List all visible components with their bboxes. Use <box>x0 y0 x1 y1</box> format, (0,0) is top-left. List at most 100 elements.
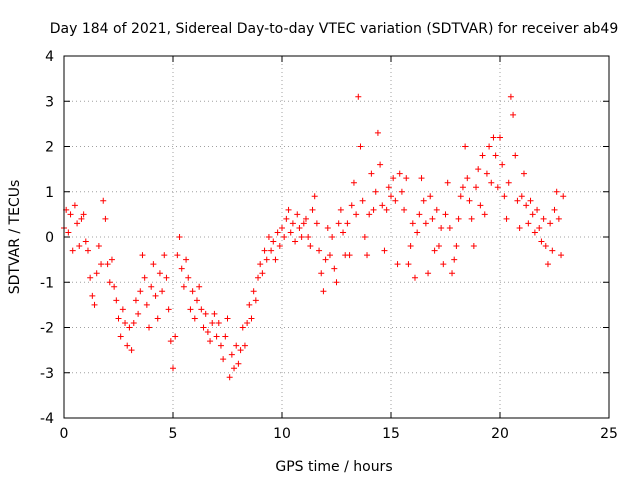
data-point <box>178 265 185 272</box>
data-point <box>453 243 460 250</box>
data-point <box>132 297 139 304</box>
data-point <box>252 297 259 304</box>
data-point <box>248 315 255 322</box>
data-point <box>551 206 558 213</box>
data-point <box>501 193 508 200</box>
data-point <box>102 215 109 222</box>
data-point <box>187 306 194 313</box>
data-point <box>126 324 133 331</box>
data-point <box>473 184 480 191</box>
data-point <box>442 211 449 218</box>
data-point <box>82 238 89 245</box>
data-point <box>279 224 285 231</box>
data-point <box>185 274 192 281</box>
data-point <box>135 310 142 317</box>
data-point <box>366 211 373 218</box>
data-point <box>538 238 545 245</box>
data-point <box>492 152 499 159</box>
data-point <box>381 247 388 254</box>
data-point <box>128 347 135 354</box>
data-point <box>401 206 408 213</box>
data-point <box>115 315 122 322</box>
data-point <box>355 93 362 100</box>
y-axis-label: SDTVAR / TECUs <box>7 180 23 295</box>
data-point <box>333 279 340 286</box>
data-point <box>78 215 85 222</box>
data-point <box>255 274 262 281</box>
data-point <box>163 274 170 281</box>
data-point <box>499 161 506 168</box>
y-tick-label: 1 <box>45 185 54 201</box>
data-point <box>281 234 288 240</box>
data-point <box>84 247 91 254</box>
data-point <box>523 202 530 209</box>
data-point <box>320 288 327 295</box>
data-point <box>414 229 421 236</box>
data-point <box>265 234 272 240</box>
data-point <box>198 306 205 313</box>
data-point <box>379 202 386 209</box>
data-point <box>507 93 514 100</box>
data-point <box>388 193 394 200</box>
data-point <box>531 229 538 236</box>
data-point <box>553 188 560 195</box>
data-point <box>486 143 493 150</box>
data-point <box>200 324 207 331</box>
data-point <box>422 220 429 227</box>
data-point <box>455 215 462 222</box>
data-point <box>335 220 342 227</box>
data-point <box>368 170 375 177</box>
data-point <box>542 243 549 250</box>
data-point <box>396 170 403 177</box>
data-point <box>394 261 401 268</box>
data-point <box>170 365 176 372</box>
data-point <box>481 211 488 218</box>
data-point <box>106 279 113 286</box>
data-point <box>536 224 543 231</box>
data-point <box>529 211 536 218</box>
y-tick-label: -4 <box>40 411 54 427</box>
data-point <box>193 297 200 304</box>
data-point <box>475 166 482 173</box>
data-point <box>322 256 329 263</box>
data-point <box>331 265 338 272</box>
data-point <box>398 188 405 195</box>
data-point <box>558 252 565 259</box>
data-point <box>292 238 299 245</box>
data-point <box>69 247 76 254</box>
data-point <box>108 256 115 263</box>
data-point <box>222 333 229 340</box>
data-point <box>285 206 292 213</box>
data-point <box>165 306 172 313</box>
data-point <box>150 261 157 268</box>
x-tick-label: 15 <box>382 426 400 442</box>
data-point <box>117 333 124 340</box>
x-tick-label: 5 <box>169 426 178 442</box>
data-point <box>189 288 196 295</box>
data-point <box>241 342 248 349</box>
data-point <box>438 224 445 231</box>
data-point <box>300 220 307 227</box>
data-point <box>372 188 379 195</box>
data-point <box>172 333 179 340</box>
data-point <box>505 179 512 186</box>
data-point <box>479 152 486 159</box>
data-point <box>259 270 266 277</box>
data-point <box>274 229 281 236</box>
data-point <box>470 243 477 250</box>
data-point <box>324 224 331 231</box>
data-point <box>217 342 224 349</box>
data-point <box>209 319 216 326</box>
data-point <box>74 220 81 227</box>
data-point <box>340 229 347 236</box>
data-point <box>429 215 436 222</box>
data-point <box>374 129 381 136</box>
data-point <box>490 134 497 141</box>
data-point <box>270 238 277 245</box>
data-point <box>71 202 78 209</box>
data-point <box>104 261 111 268</box>
data-point <box>420 197 427 204</box>
data-point <box>283 215 290 222</box>
data-point <box>176 234 183 240</box>
